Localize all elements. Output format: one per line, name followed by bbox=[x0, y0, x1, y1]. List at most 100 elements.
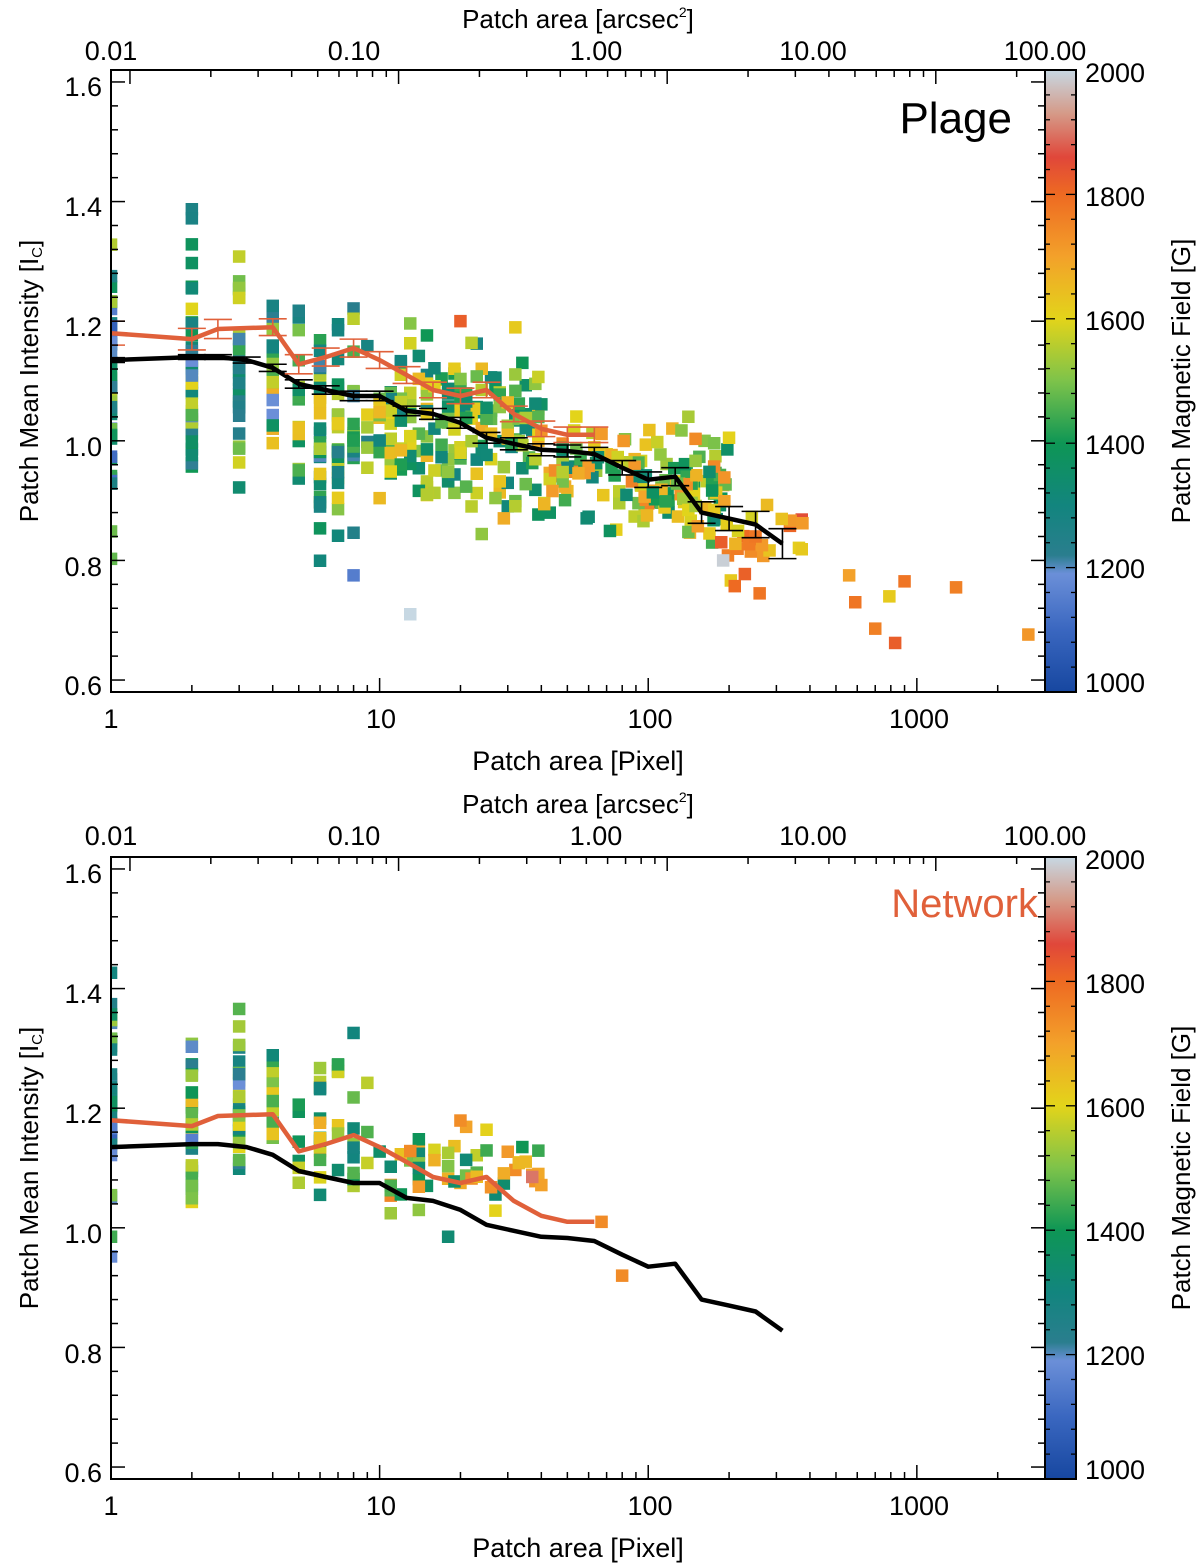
scatter-point bbox=[185, 448, 199, 462]
colorbar-frame bbox=[1044, 69, 1077, 693]
scatter-point bbox=[509, 500, 522, 513]
scatter-point bbox=[313, 1188, 327, 1202]
scatter-point bbox=[441, 400, 455, 413]
scatter-point bbox=[526, 1170, 539, 1184]
x-axis-label: Patch area [Pixel] bbox=[472, 1533, 684, 1563]
scatter-point bbox=[111, 1008, 118, 1021]
scatter-point bbox=[185, 408, 199, 422]
scatter-point bbox=[753, 587, 766, 600]
scatter-point bbox=[384, 404, 397, 417]
scatter-point bbox=[519, 421, 532, 435]
scatter-point bbox=[313, 407, 327, 420]
scatter-point bbox=[111, 997, 118, 1011]
colorbar-tick-label: 1200 bbox=[1085, 1341, 1145, 1371]
y-axis-label: Patch Mean Intensity [IC] bbox=[14, 240, 46, 523]
scatter-point bbox=[465, 336, 478, 350]
scatter-point bbox=[185, 1107, 199, 1121]
scatter-point bbox=[347, 312, 360, 325]
scatter-point bbox=[538, 497, 551, 511]
scatter-point bbox=[232, 281, 246, 295]
scatter-point bbox=[394, 444, 408, 457]
scatter-point bbox=[519, 379, 532, 392]
x-tick-label: 100 bbox=[627, 1491, 672, 1521]
scatter-point bbox=[361, 1076, 374, 1090]
scatter-point bbox=[428, 1143, 441, 1157]
scatter-point bbox=[454, 1114, 467, 1127]
scatter-point bbox=[646, 486, 660, 499]
scatter-point bbox=[532, 1144, 545, 1157]
scatter-point bbox=[842, 569, 856, 582]
scatter-point bbox=[949, 581, 963, 594]
scatter-point bbox=[185, 1159, 199, 1172]
scatter-point bbox=[497, 1167, 511, 1180]
scatter-point bbox=[497, 460, 511, 474]
scatter-point bbox=[185, 397, 199, 410]
x2-tick-label: 1.00 bbox=[570, 821, 623, 851]
scatter-point bbox=[111, 1250, 118, 1263]
scatter-point bbox=[651, 435, 664, 449]
scatter-point bbox=[640, 509, 654, 522]
scatter-point bbox=[313, 1153, 327, 1167]
y-tick-label: 0.8 bbox=[64, 1339, 102, 1369]
scatter-point bbox=[313, 334, 327, 347]
x-tick-label: 1000 bbox=[889, 1491, 949, 1521]
scatter-point bbox=[718, 495, 731, 508]
scatter-point bbox=[313, 422, 327, 435]
scatter-point bbox=[232, 1002, 246, 1016]
scatter-point bbox=[347, 569, 360, 582]
y-tick-label: 0.6 bbox=[64, 1458, 102, 1488]
scatter-point bbox=[509, 384, 522, 398]
scatter-point bbox=[111, 1095, 118, 1109]
x-tick-labels: 1 10 100 1000 bbox=[103, 1491, 949, 1521]
scatter-point bbox=[420, 488, 434, 501]
scatter-point bbox=[671, 510, 685, 523]
scatter-point bbox=[313, 477, 327, 491]
scatter-point bbox=[111, 1043, 118, 1056]
scatter-point bbox=[384, 417, 397, 430]
scatter-point bbox=[347, 1166, 360, 1180]
scatter-point bbox=[883, 590, 896, 603]
x2-tick-labels: 0.01 0.10 1.00 10.00 100.00 bbox=[85, 36, 1087, 66]
scatter-point bbox=[428, 362, 441, 375]
scatter-point bbox=[232, 376, 246, 390]
scatter-point bbox=[111, 295, 118, 308]
scatter-point bbox=[394, 414, 408, 427]
scatter-point bbox=[643, 423, 656, 437]
scatter-point bbox=[529, 453, 542, 466]
scatter-point bbox=[111, 400, 118, 414]
scatter-point bbox=[489, 1204, 502, 1217]
scatter-point bbox=[232, 481, 246, 494]
colorbar-tick-label: 1600 bbox=[1085, 306, 1145, 336]
scatter-point bbox=[898, 575, 911, 588]
scatter-point bbox=[849, 596, 862, 609]
scatter-point bbox=[738, 567, 752, 581]
scatter-point bbox=[529, 483, 542, 497]
scatter-point bbox=[703, 527, 716, 540]
scatter-point bbox=[384, 1207, 397, 1220]
colorbar-tick-label: 1400 bbox=[1085, 430, 1145, 460]
scatter-point bbox=[185, 212, 199, 225]
colorbar-tick-label: 1600 bbox=[1085, 1093, 1145, 1123]
scatter-point bbox=[532, 410, 545, 424]
scatter-point bbox=[266, 436, 279, 450]
scatter-point bbox=[729, 537, 742, 551]
scatter-point bbox=[404, 337, 417, 350]
scatter-point bbox=[111, 1068, 118, 1081]
scatter-point bbox=[412, 1133, 426, 1146]
scatter-point bbox=[361, 461, 374, 474]
scatter-point bbox=[470, 467, 483, 480]
scatter-point bbox=[331, 476, 345, 490]
scatter-point bbox=[185, 1086, 199, 1099]
scatter-point bbox=[394, 354, 408, 368]
scatter-point bbox=[639, 438, 653, 451]
scatter-point bbox=[470, 402, 483, 415]
scatter-point bbox=[266, 419, 279, 432]
colorbar-label: Patch Magnetic Field [G] bbox=[1166, 239, 1196, 524]
scatter-point bbox=[435, 451, 448, 464]
colorbar-tick-label: 1800 bbox=[1085, 969, 1145, 999]
scatter-point bbox=[412, 349, 426, 363]
x2-axis-label: Patch area [arcsec2] bbox=[462, 4, 694, 34]
scatter-point bbox=[595, 427, 608, 441]
scatter-point bbox=[111, 1109, 118, 1122]
scatter-point bbox=[493, 475, 506, 488]
